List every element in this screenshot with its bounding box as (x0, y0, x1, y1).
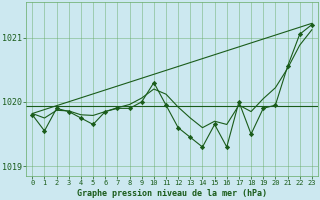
X-axis label: Graphe pression niveau de la mer (hPa): Graphe pression niveau de la mer (hPa) (77, 189, 267, 198)
